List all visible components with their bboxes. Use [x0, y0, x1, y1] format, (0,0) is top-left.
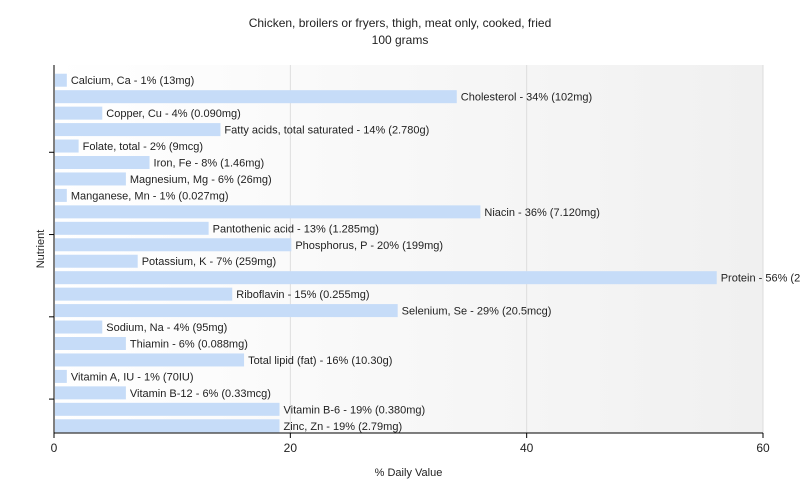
bar: [55, 90, 457, 104]
bar-label: Riboflavin - 15% (0.255mg): [236, 289, 369, 301]
x-tick-label: 40: [520, 441, 534, 455]
bar: [55, 238, 292, 252]
bar: [55, 419, 280, 433]
bar: [55, 402, 280, 416]
bar: [55, 337, 126, 350]
bar: [55, 139, 79, 153]
bar: [55, 106, 103, 120]
bars: Calcium, Ca - 1% (13mg) Cholesterol - 34%…: [55, 73, 800, 433]
bar-label: Manganese, Mn - 1% (0.027mg): [71, 190, 229, 202]
bar-label: Niacin - 36% (7.120mg): [484, 207, 600, 219]
x-tick-label: 60: [756, 441, 770, 455]
chart-title: Chicken, broilers or fryers, thigh, meat…: [248, 16, 552, 30]
bar-label: Phosphorus, P - 20% (199mg): [295, 240, 443, 252]
bar-label: Sodium, Na - 4% (95mg): [106, 322, 227, 334]
bar-label: Pantothenic acid - 13% (1.285mg): [213, 223, 379, 235]
bar: [55, 287, 233, 301]
bar: [55, 156, 150, 169]
axes: 0 20 40 60: [49, 65, 770, 455]
bar-label: Total lipid (fat) - 16% (10.30g): [248, 355, 392, 367]
bar-label: Vitamin B-12 - 6% (0.33mcg): [130, 388, 271, 400]
bar-label: Vitamin B-6 - 19% (0.380mg): [284, 404, 426, 416]
bar: [55, 271, 717, 285]
bar: [55, 369, 67, 383]
bar-label: Zinc, Zn - 19% (2.79mg): [284, 421, 403, 433]
bar-label: Thiamin - 6% (0.088mg): [130, 339, 248, 351]
x-axis-label: % Daily Value: [375, 467, 443, 479]
bar: [55, 320, 103, 334]
bar-label: Fatty acids, total saturated - 14% (2.78…: [224, 125, 429, 137]
bar-label: Copper, Cu - 4% (0.090mg): [106, 108, 241, 120]
bar: [55, 353, 245, 367]
bar: [55, 172, 126, 186]
bar: [55, 254, 138, 268]
bar: [55, 386, 126, 400]
bar-label: Potassium, K - 7% (259mg): [142, 256, 277, 268]
x-tick-label: 20: [284, 441, 298, 455]
bar-label: Selenium, Se - 29% (20.5mcg): [402, 306, 552, 318]
bar: [55, 221, 209, 235]
bar: [55, 73, 67, 87]
chart-subtitle: 100 grams: [371, 33, 429, 47]
bar-label: Calcium, Ca - 1% (13mg): [71, 75, 194, 87]
bar: [55, 205, 481, 219]
bar: [55, 123, 221, 137]
bar: [55, 188, 67, 202]
bar: [55, 304, 398, 318]
bar-label: Folate, total - 2% (9mcg): [83, 141, 203, 153]
bar-label: Iron, Fe - 8% (1.46mg): [154, 158, 265, 170]
x-tick-label: 0: [51, 441, 58, 455]
bar-label: Vitamin A, IU - 1% (70IU): [71, 371, 194, 383]
bar-label: Cholesterol - 34% (102mg): [461, 92, 592, 104]
bar-label: Protein - 56% (28.18g): [721, 273, 800, 285]
bar-label: Magnesium, Mg - 6% (26mg): [130, 174, 272, 186]
y-axis-label: Nutrient: [35, 230, 47, 269]
